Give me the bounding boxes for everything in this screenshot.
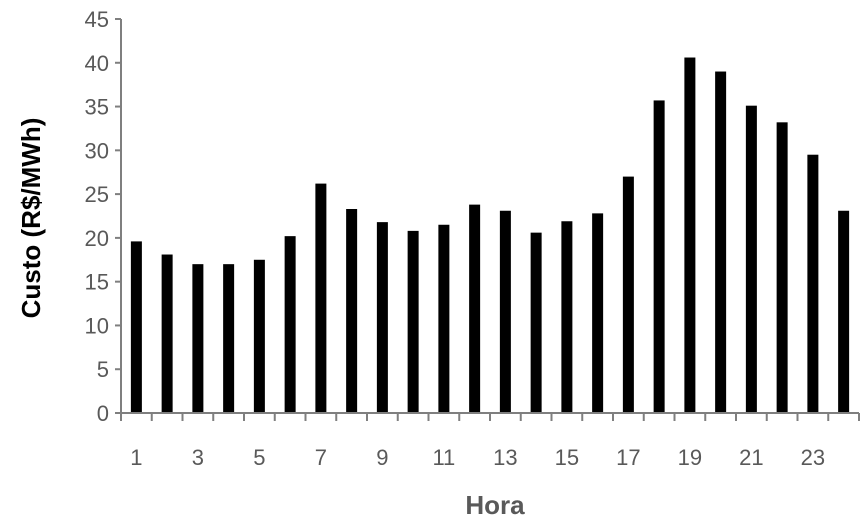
y-tick-label: 10	[85, 313, 109, 338]
y-tick-label: 35	[85, 95, 109, 120]
bar-hora-6	[284, 236, 296, 413]
y-tick-label: 15	[85, 270, 109, 295]
y-tick-label: 40	[85, 51, 109, 76]
y-tick-label: 25	[85, 182, 109, 207]
x-tick-label: 11	[432, 445, 455, 470]
x-axis-title: Hora	[465, 490, 525, 520]
x-tick-label: 9	[376, 445, 388, 470]
bar-hora-5	[253, 259, 265, 413]
bar-hora-7	[315, 183, 327, 413]
bar-hora-21	[745, 105, 757, 414]
bar-hora-3	[192, 264, 204, 413]
bar-hora-19	[684, 57, 696, 414]
y-axis: 0 5 10 15 20 25 30 35 40 45	[85, 7, 122, 426]
y-tick-label: 5	[97, 357, 109, 382]
bar-hora-24	[838, 210, 850, 413]
bar-hora-20	[715, 71, 727, 413]
bar-hora-22	[776, 122, 788, 413]
x-tick-label: 13	[493, 445, 517, 470]
bar-hora-23	[807, 154, 819, 413]
bar-hora-8	[346, 209, 358, 413]
x-tick-label: 15	[555, 445, 579, 470]
bar-hora-12	[469, 204, 481, 413]
x-tick-label: 1	[130, 445, 142, 470]
y-tick-label: 45	[85, 7, 109, 32]
x-axis: 1 3 5 7 9 11 13 15 17 19 21 23	[120, 412, 860, 470]
bar-hora-18	[653, 100, 665, 414]
y-tick-label: 20	[85, 226, 109, 251]
bar-hora-14	[530, 232, 542, 413]
bar-hora-9	[376, 222, 388, 413]
x-tick-label: 17	[616, 445, 640, 470]
y-axis-title: Custo (R$/MWh)	[16, 118, 46, 319]
x-tick-label: 23	[801, 445, 825, 470]
bar-hora-1	[130, 241, 142, 413]
bar-hora-17	[622, 176, 634, 413]
y-tick-label: 30	[85, 138, 109, 163]
bar-hora-13	[499, 210, 511, 413]
x-tick-label: 19	[678, 445, 702, 470]
bar-hora-10	[407, 230, 419, 413]
bar-hora-16	[592, 213, 604, 413]
x-tick-label: 3	[192, 445, 204, 470]
bar-hora-2	[161, 254, 173, 413]
x-tick-label: 5	[253, 445, 265, 470]
bar-hora-4	[223, 264, 235, 413]
x-tick-label: 21	[739, 445, 763, 470]
bar-hora-11	[438, 224, 450, 413]
x-tick-label: 7	[315, 445, 327, 470]
y-tick-label: 0	[97, 401, 109, 426]
bar-hora-15	[561, 221, 573, 413]
bars-group	[130, 57, 850, 414]
